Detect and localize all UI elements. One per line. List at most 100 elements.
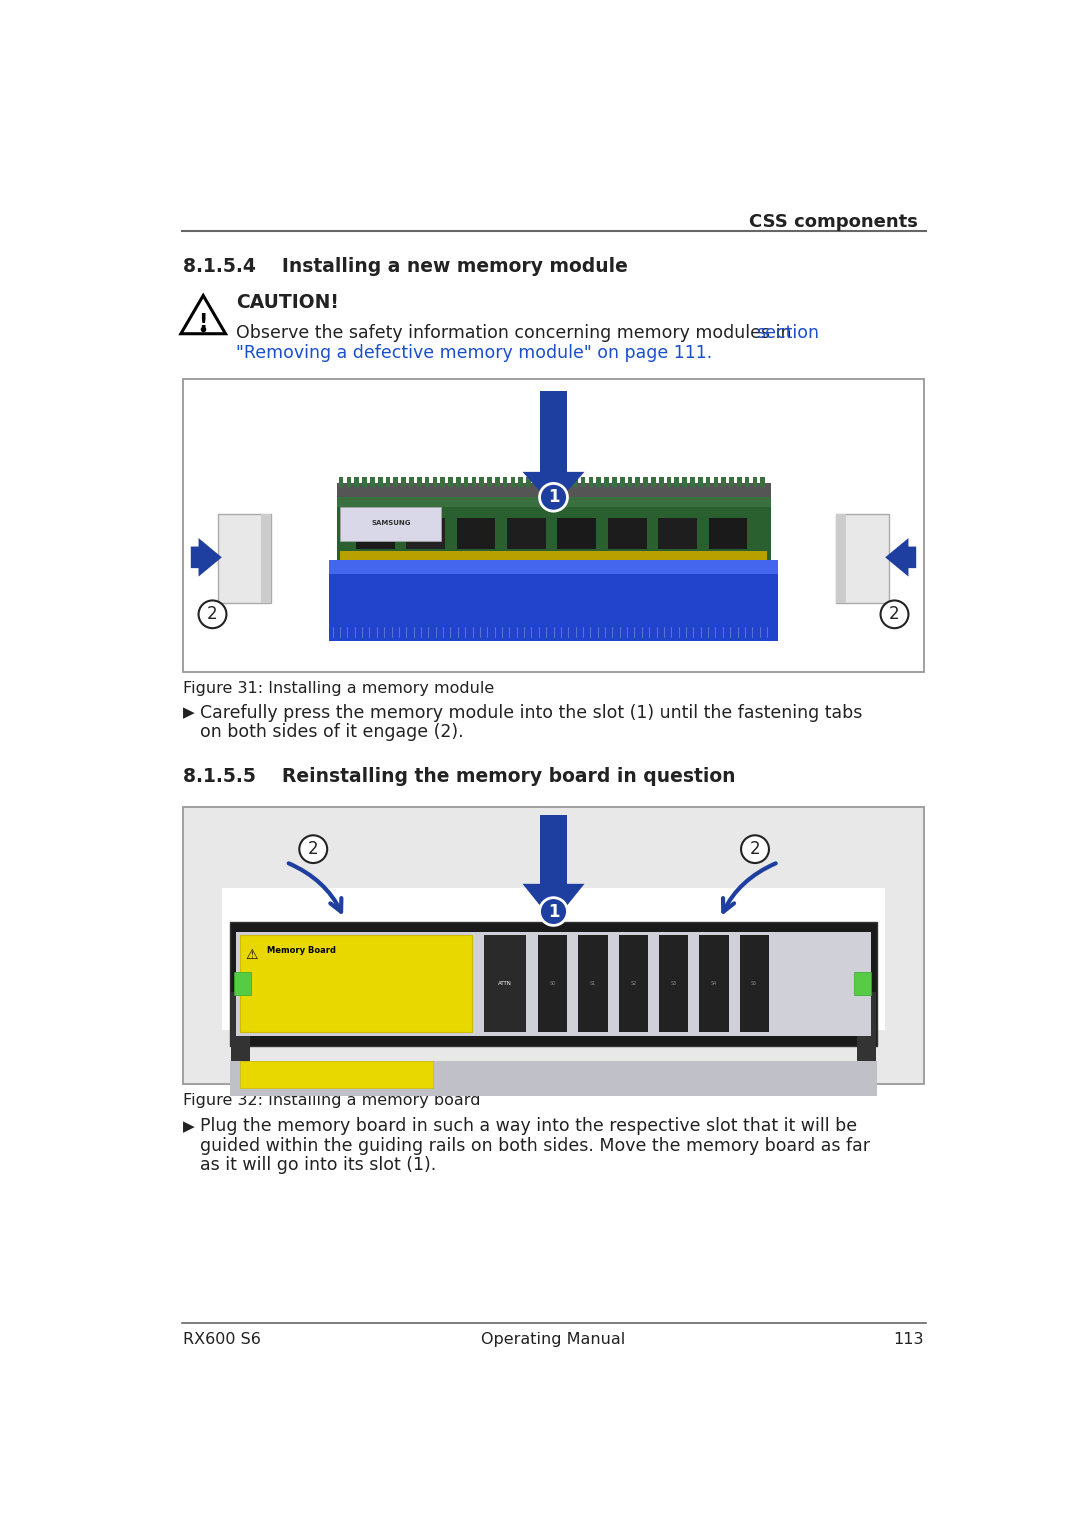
Bar: [337, 484, 770, 507]
Text: S0: S0: [550, 981, 556, 986]
Circle shape: [299, 835, 327, 864]
Bar: [596, 478, 602, 487]
Text: 8.1.5.4    Installing a new memory module: 8.1.5.4 Installing a new memory module: [183, 256, 627, 276]
Bar: [240, 935, 472, 1033]
Bar: [184, 807, 923, 1083]
Polygon shape: [523, 884, 584, 922]
Bar: [406, 517, 445, 549]
Bar: [836, 514, 846, 603]
Bar: [666, 478, 672, 487]
Bar: [221, 888, 886, 1030]
Bar: [836, 514, 889, 603]
Text: Plug the memory board in such a way into the respective slot that it will be: Plug the memory board in such a way into…: [200, 1117, 858, 1135]
Bar: [409, 478, 414, 487]
Text: 8.1.5.5    Reinstalling the memory board in question: 8.1.5.5 Reinstalling the memory board in…: [183, 766, 735, 786]
Text: 2: 2: [308, 841, 319, 858]
Polygon shape: [886, 539, 916, 577]
Bar: [511, 478, 515, 487]
Text: 2: 2: [889, 606, 900, 623]
Bar: [463, 478, 469, 487]
Bar: [362, 478, 367, 487]
Bar: [612, 478, 617, 487]
Bar: [675, 478, 679, 487]
Bar: [370, 478, 375, 487]
Bar: [854, 972, 872, 995]
Bar: [737, 478, 742, 487]
Bar: [526, 478, 531, 487]
Circle shape: [199, 600, 227, 629]
Bar: [472, 478, 476, 487]
Bar: [231, 992, 251, 1083]
Bar: [658, 517, 697, 549]
Bar: [753, 478, 757, 487]
Bar: [604, 478, 609, 487]
Bar: [393, 478, 399, 487]
Bar: [659, 935, 688, 1033]
Bar: [184, 380, 923, 671]
Bar: [503, 478, 508, 487]
Bar: [484, 935, 526, 1033]
Circle shape: [741, 835, 769, 864]
Bar: [432, 478, 437, 487]
Text: !: !: [199, 313, 207, 333]
Bar: [608, 517, 647, 549]
Text: ▶: ▶: [183, 1119, 194, 1134]
Bar: [644, 478, 648, 487]
Bar: [340, 507, 441, 542]
Text: Operating Manual: Operating Manual: [482, 1332, 625, 1347]
Bar: [234, 972, 252, 995]
Bar: [378, 478, 382, 487]
Bar: [619, 935, 648, 1033]
Bar: [540, 391, 567, 472]
Bar: [183, 807, 924, 1083]
Text: S1: S1: [590, 981, 596, 986]
Bar: [457, 517, 496, 549]
Bar: [573, 478, 578, 487]
Circle shape: [540, 897, 567, 925]
Bar: [659, 478, 663, 487]
Bar: [540, 815, 567, 884]
Text: 1: 1: [548, 488, 559, 507]
Bar: [507, 517, 545, 549]
Bar: [578, 935, 608, 1033]
Bar: [495, 478, 500, 487]
Bar: [856, 992, 876, 1083]
Text: S2: S2: [631, 981, 636, 986]
Bar: [230, 1061, 877, 1096]
Text: 2: 2: [750, 841, 760, 858]
Text: Figure 31: Installing a memory module: Figure 31: Installing a memory module: [183, 681, 495, 696]
Bar: [729, 478, 733, 487]
Text: S5: S5: [751, 981, 757, 986]
Polygon shape: [180, 296, 226, 334]
Bar: [690, 478, 694, 487]
Bar: [538, 935, 567, 1033]
Bar: [557, 517, 596, 549]
Text: guided within the guiding rails on both sides. Move the memory board as far: guided within the guiding rails on both …: [200, 1137, 870, 1155]
Bar: [354, 478, 359, 487]
Bar: [328, 560, 779, 574]
Bar: [620, 478, 624, 487]
Bar: [230, 922, 877, 1045]
Bar: [339, 478, 343, 487]
Bar: [589, 478, 593, 487]
Text: ATTN: ATTN: [498, 981, 512, 986]
Bar: [683, 478, 687, 487]
Text: S4: S4: [711, 981, 717, 986]
Bar: [760, 478, 765, 487]
Bar: [337, 484, 770, 560]
Polygon shape: [523, 472, 584, 507]
Bar: [402, 478, 406, 487]
Bar: [261, 514, 271, 603]
Bar: [356, 517, 394, 549]
Text: SAMSUNG: SAMSUNG: [372, 520, 410, 526]
Bar: [635, 478, 640, 487]
Text: Carefully press the memory module into the slot (1) until the fastening tabs: Carefully press the memory module into t…: [200, 703, 863, 722]
Text: ▶: ▶: [183, 705, 194, 720]
Polygon shape: [191, 539, 221, 577]
Bar: [542, 478, 546, 487]
Bar: [337, 484, 770, 497]
Bar: [487, 478, 491, 487]
Bar: [708, 517, 747, 549]
Bar: [240, 1061, 433, 1088]
Bar: [565, 478, 570, 487]
